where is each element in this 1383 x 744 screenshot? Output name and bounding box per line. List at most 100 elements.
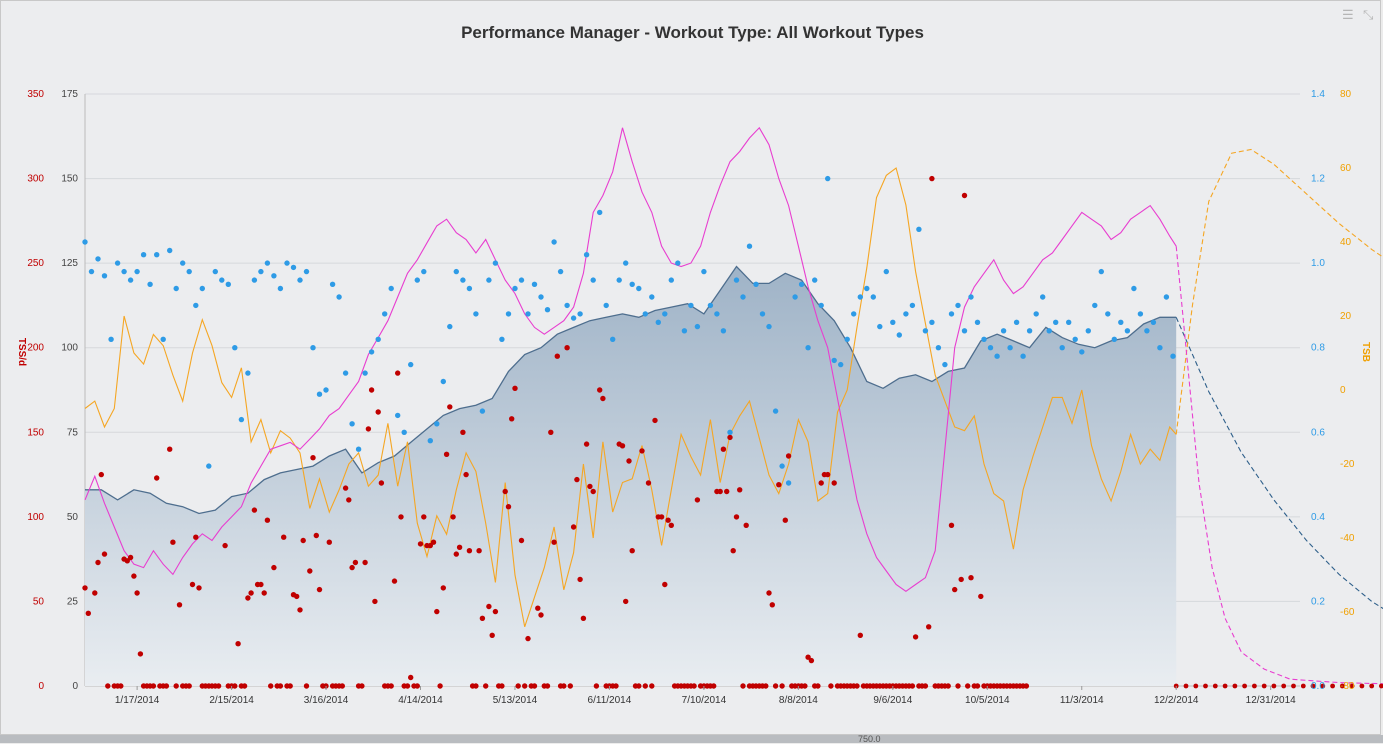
scatter-point-0	[649, 683, 655, 689]
scatter-point-0	[287, 683, 293, 689]
fitness-area-line	[85, 265, 1177, 515]
scatter-point-1	[538, 294, 544, 300]
scatter-point-0	[395, 370, 401, 376]
scatter-point-1	[792, 294, 798, 300]
scatter-point-1	[199, 285, 205, 292]
scatter-point-1	[310, 345, 316, 351]
scatter-point-1	[922, 328, 929, 334]
scatter-point-1	[961, 328, 968, 334]
scatter-point-0	[365, 426, 372, 432]
scatter-point-1	[95, 256, 101, 262]
scatter-point-0	[743, 522, 749, 528]
scatter-point-2	[1183, 683, 1189, 689]
x-tick-label: 9/6/2014	[873, 695, 912, 706]
scatter-point-1	[844, 336, 850, 342]
tick-label-tss_d: 200	[27, 343, 44, 354]
scatter-point-1	[101, 273, 108, 279]
scatter-point-1	[1111, 336, 1118, 342]
scatter-point-0	[665, 517, 671, 523]
scatter-point-1	[864, 285, 870, 292]
scatter-point-1	[531, 281, 538, 287]
scatter-point-1	[903, 311, 909, 317]
scatter-point-0	[535, 605, 541, 611]
scatter-point-1	[121, 268, 127, 275]
scatter-point-0	[368, 387, 375, 393]
scatter-point-0	[303, 683, 310, 689]
menu-icon[interactable]: ☰	[1342, 7, 1354, 22]
scatter-point-2	[1339, 683, 1345, 689]
scatter-point-0	[564, 345, 570, 351]
scatter-point-2	[1203, 683, 1208, 689]
scatter-point-1	[258, 268, 264, 275]
scatter-point-2	[1300, 683, 1306, 689]
scatter-point-0	[466, 548, 473, 554]
scatter-point-1	[623, 260, 629, 266]
scatter-point-0	[955, 683, 961, 689]
scatter-point-1	[851, 311, 857, 317]
scatter-point-0	[277, 683, 284, 689]
scatter-point-1	[955, 302, 961, 309]
scatter-point-1	[1124, 328, 1131, 334]
scatter-point-1	[649, 294, 655, 300]
scatter-point-0	[297, 607, 303, 613]
scatter-point-1	[1144, 328, 1150, 334]
scatter-point-0	[440, 585, 446, 591]
scatter-point-0	[525, 635, 531, 642]
scatter-point-1	[479, 408, 486, 414]
scatter-point-0	[737, 487, 743, 493]
tick-label-tsb: -60	[1340, 607, 1355, 618]
scatter-point-1	[1072, 336, 1078, 342]
scatter-point-1	[629, 281, 635, 287]
scatter-point-0	[307, 568, 313, 574]
scatter-point-0	[235, 641, 241, 647]
x-tick-label: 1/17/2014	[115, 695, 160, 706]
scatter-point-0	[802, 683, 808, 689]
scatter-point-1	[486, 277, 492, 283]
scatter-point-1	[564, 302, 570, 309]
scatter-point-1	[492, 260, 499, 266]
scatter-point-1	[590, 277, 596, 283]
scatter-point-1	[147, 281, 153, 287]
scatter-point-0	[134, 590, 140, 596]
scatter-point-0	[733, 514, 740, 520]
scatter-point-1	[883, 268, 889, 275]
scatter-point-1	[701, 268, 707, 275]
scatter-point-0	[492, 608, 499, 615]
scatter-point-1	[974, 319, 981, 325]
scatter-point-1	[798, 281, 805, 287]
scatter-point-0	[196, 585, 202, 591]
scatter-point-0	[193, 534, 199, 540]
scatter-point-1	[329, 281, 336, 287]
scatter-point-2	[1291, 683, 1296, 689]
scatter-point-0	[456, 544, 463, 550]
scatter-point-1	[440, 378, 446, 385]
scatter-point-0	[652, 417, 658, 424]
scatter-point-0	[248, 590, 254, 596]
fitness-area-layer	[85, 265, 1177, 686]
scatter-point-1	[1137, 311, 1144, 317]
scatter-point-1	[1118, 319, 1124, 325]
scatter-point-2	[1222, 683, 1228, 689]
x-tick-label: 10/5/2014	[965, 695, 1010, 706]
scatter-point-1	[167, 247, 173, 254]
scatter-point-0	[567, 683, 573, 689]
scatter-point-0	[251, 507, 258, 513]
tick-label-tsb: 20	[1340, 311, 1352, 322]
tick-label-if: 0.0	[1311, 681, 1325, 692]
scatter-point-1	[577, 311, 583, 317]
scatter-point-2	[1271, 683, 1277, 689]
scatter-point-0	[186, 683, 192, 689]
scatter-point-1	[225, 281, 231, 287]
scatter-point-0	[352, 559, 359, 566]
scatter-point-0	[691, 683, 697, 689]
scatter-point-0	[82, 585, 88, 591]
scatter-point-0	[658, 514, 665, 520]
scatter-point-0	[447, 404, 453, 410]
scatter-point-0	[597, 387, 603, 393]
expand-icon[interactable]: ⤡	[1363, 7, 1374, 22]
scatter-point-0	[430, 539, 437, 545]
axes-layer: 0501001502002503003500255075100125150175…	[16, 89, 1371, 706]
scatter-point-1	[779, 463, 785, 469]
scatter-point-2	[1232, 683, 1238, 689]
scatter-point-1	[134, 268, 140, 275]
